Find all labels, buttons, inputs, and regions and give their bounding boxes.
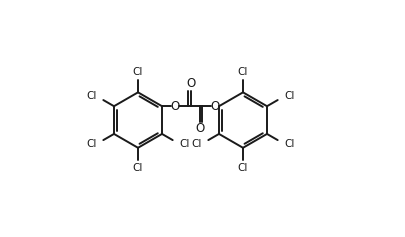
Text: O: O bbox=[195, 122, 204, 135]
Text: Cl: Cl bbox=[179, 139, 189, 149]
Text: Cl: Cl bbox=[237, 67, 247, 77]
Text: Cl: Cl bbox=[237, 163, 247, 173]
Text: O: O bbox=[185, 77, 195, 90]
Text: Cl: Cl bbox=[86, 139, 96, 149]
Text: Cl: Cl bbox=[284, 139, 294, 149]
Text: Cl: Cl bbox=[86, 91, 96, 101]
Text: Cl: Cl bbox=[132, 67, 143, 77]
Text: O: O bbox=[210, 100, 219, 113]
Text: O: O bbox=[170, 100, 179, 113]
Text: Cl: Cl bbox=[132, 163, 143, 173]
Text: Cl: Cl bbox=[284, 91, 294, 101]
Text: Cl: Cl bbox=[191, 139, 201, 149]
